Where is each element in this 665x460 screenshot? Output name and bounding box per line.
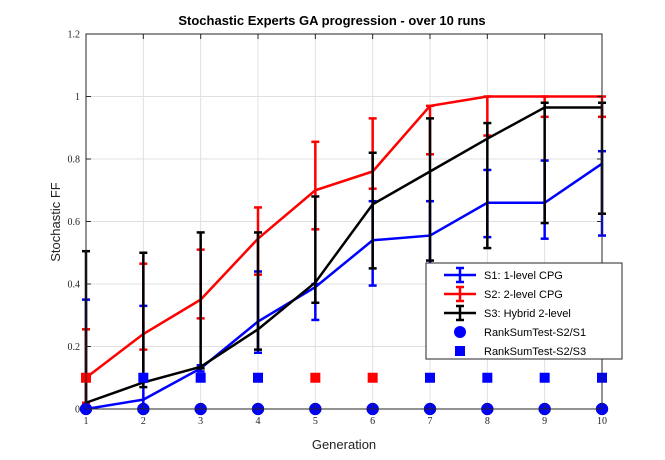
legend-marker-circle [454, 326, 466, 338]
legend-box [425, 262, 623, 360]
data-point-square [138, 372, 149, 383]
data-point-square [482, 372, 493, 383]
y-tick-label: 1.2 [68, 30, 81, 41]
legend-marker-square [455, 346, 465, 356]
legend-label: S1: 1-level CPG [484, 270, 563, 282]
data-point-square [539, 372, 550, 383]
data-point-square [195, 372, 206, 383]
x-tick-label: 3 [198, 416, 203, 427]
legend: S1: 1-level CPG S2: 2-level CPG S3: Hybrid… [425, 262, 623, 360]
x-tick-label: 10 [597, 416, 607, 427]
x-tick-label: 6 [370, 416, 375, 427]
y-tick-label: 0.8 [68, 155, 81, 166]
axes: 1 2 3 4 5 6 7 8 9 10 0 0.2 0.4 0.6 0.8 1 1.2 [68, 30, 608, 428]
x-tick-label: 4 [256, 416, 261, 427]
series-line [85, 106, 602, 404]
x-tick-label: 7 [428, 416, 433, 427]
legend-label: S3: Hybrid 2-level [484, 308, 571, 320]
y-tick-label: 0.4 [68, 280, 81, 291]
x-tick-label: 9 [542, 416, 547, 427]
x-tick-label: 8 [485, 416, 490, 427]
y-tick-label: 0 [75, 405, 80, 416]
y-tick-label: 0.2 [68, 342, 81, 353]
y-tick-label: 1 [75, 92, 80, 103]
legend-label: S2: 2-level CPG [484, 289, 563, 301]
data-point-square [253, 372, 263, 383]
series-line [85, 162, 603, 411]
legend-label: RankSumTest-S2/S3 [484, 346, 586, 358]
y-tick-label: 0.6 [68, 217, 81, 228]
y-axis-label: Stochastic FF [48, 182, 63, 262]
data-point-square [367, 372, 378, 383]
data-point-square [310, 372, 321, 383]
x-tick-label: 2 [141, 416, 146, 427]
x-tick-label: 5 [313, 416, 318, 427]
data-point-square [425, 372, 435, 383]
series-line [85, 95, 602, 379]
x-tick-label: 1 [84, 416, 89, 427]
chart-title: Stochastic Experts GA progression - over… [178, 13, 485, 28]
legend-label: RankSumTest-S2/S1 [484, 327, 586, 339]
x-axis-label: Generation [312, 437, 376, 452]
